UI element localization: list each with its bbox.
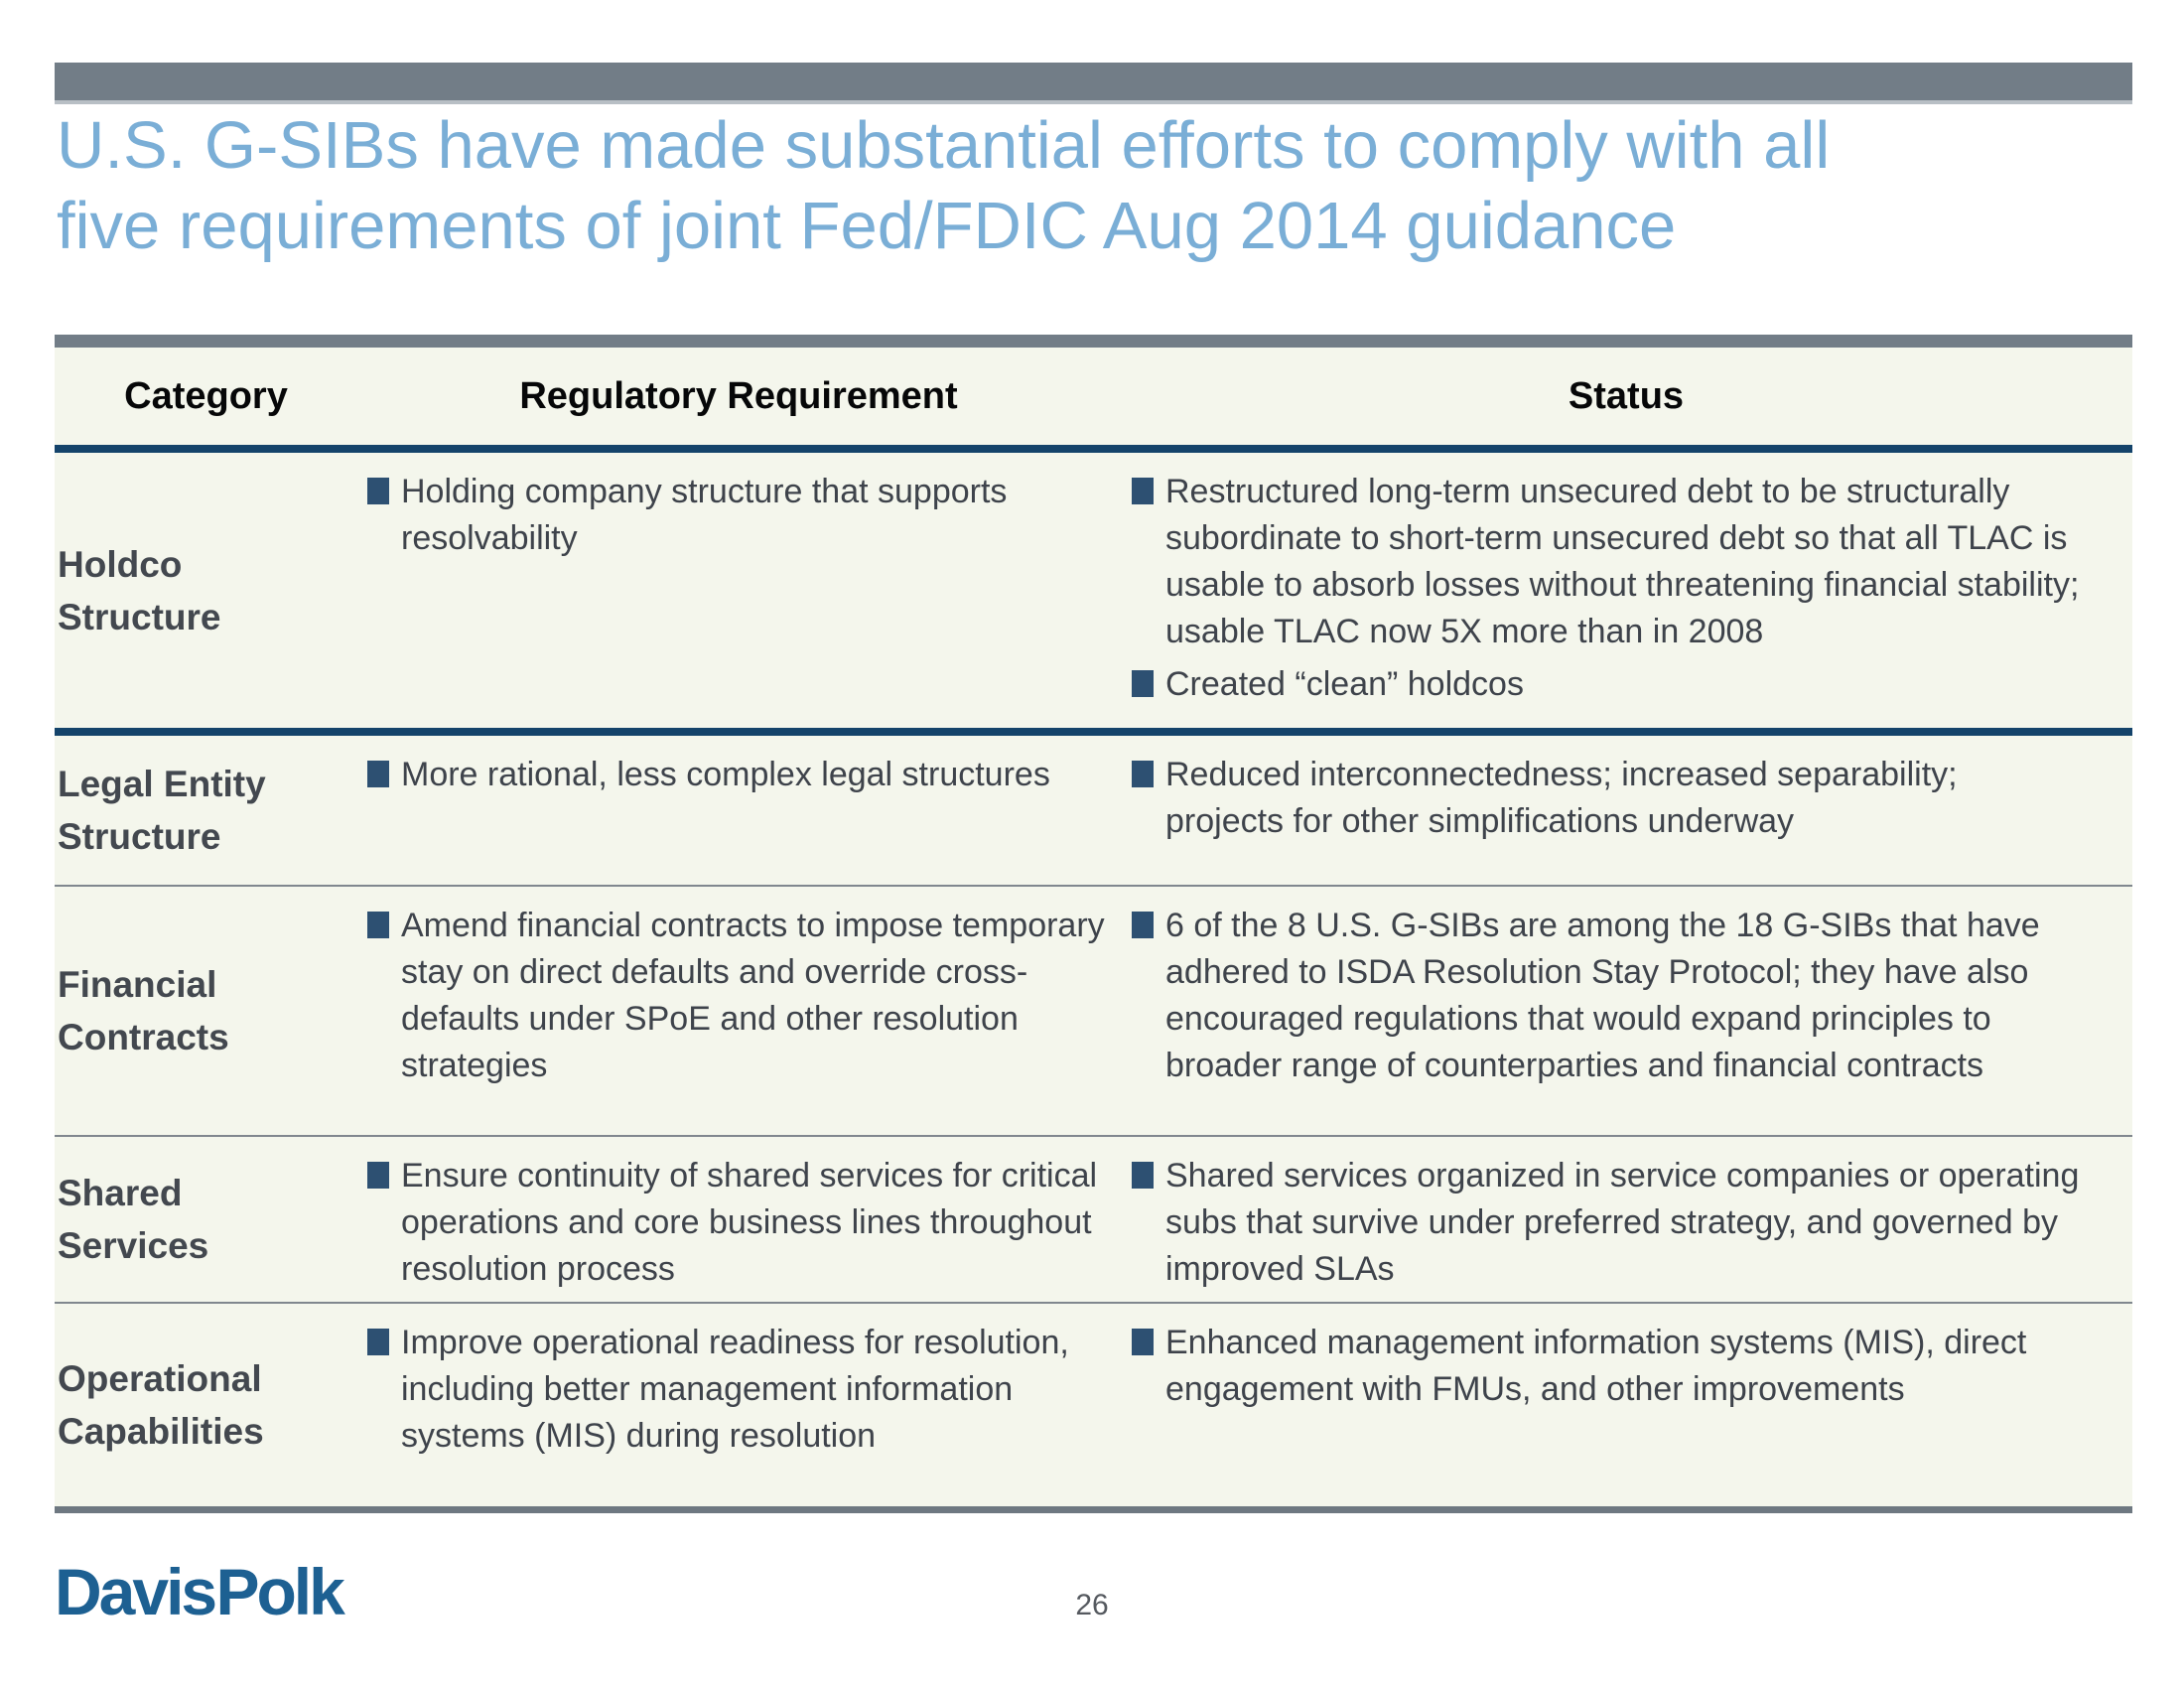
list-item: Amend financial contracts to impose temp… — [367, 903, 1106, 1089]
list-item: Improve operational readiness for resolu… — [367, 1320, 1106, 1460]
category-cell: Shared Services — [55, 1137, 357, 1302]
status-text: Created “clean” holdcos — [1165, 665, 1524, 703]
category-label: Shared Services — [58, 1173, 209, 1266]
list-item: Holding company structure that supports … — [367, 469, 1106, 562]
requirement-text: More rational, less complex legal struct… — [401, 756, 1050, 793]
table-row: Holdco Structure Holding company structu… — [55, 453, 2132, 736]
category-cell: Operational Capabilities — [55, 1304, 357, 1506]
category-label: Holdco Structure — [58, 543, 221, 637]
compliance-table: Category Regulatory Requirement Status H… — [55, 335, 2132, 1513]
category-label: Financial Contracts — [58, 964, 229, 1057]
status-text: Reduced interconnectedness; increased se… — [1165, 756, 1958, 840]
table-row: Shared Services Ensure continuity of sha… — [55, 1137, 2132, 1304]
bullet-square-icon — [1132, 1329, 1154, 1355]
list-item: Reduced interconnectedness; increased se… — [1132, 752, 2084, 845]
status-cell: Shared services organized in service com… — [1120, 1137, 2132, 1302]
status-text: Shared services organized in service com… — [1165, 1157, 2080, 1288]
bullet-square-icon — [1132, 670, 1154, 697]
table-row: Financial Contracts Amend financial cont… — [55, 887, 2132, 1137]
requirement-text: Ensure continuity of shared services for… — [401, 1157, 1098, 1288]
requirement-text: Holding company structure that supports … — [401, 473, 1008, 557]
requirement-cell: More rational, less complex legal struct… — [357, 736, 1120, 885]
status-text: Enhanced management information systems … — [1165, 1324, 2027, 1408]
status-cell: Reduced interconnectedness; increased se… — [1120, 736, 2132, 885]
list-item: 6 of the 8 U.S. G-SIBs are among the 18 … — [1132, 903, 2084, 1089]
column-header-category: Category — [124, 374, 288, 417]
category-cell: Holdco Structure — [55, 453, 357, 728]
slide-title-line1: U.S. G-SIBs have made substantial effort… — [57, 108, 1831, 183]
slide-title-line2: five requirements of joint Fed/FDIC Aug … — [57, 189, 1677, 263]
requirement-text: Improve operational readiness for resolu… — [401, 1324, 1069, 1455]
table-row: Operational Capabilities Improve operati… — [55, 1304, 2132, 1506]
requirement-text: Amend financial contracts to impose temp… — [401, 907, 1105, 1084]
slide-title: U.S. G-SIBs have made substantial effort… — [57, 105, 2141, 266]
requirement-cell: Ensure continuity of shared services for… — [357, 1137, 1120, 1302]
davis-polk-logo: Davis Polk — [55, 1555, 345, 1628]
status-text: 6 of the 8 U.S. G-SIBs are among the 18 … — [1165, 907, 2040, 1084]
bullet-square-icon — [1132, 478, 1154, 504]
column-header-regulatory-requirement: Regulatory Requirement — [519, 374, 958, 417]
bullet-square-icon — [1132, 912, 1154, 938]
list-item: More rational, less complex legal struct… — [367, 752, 1106, 798]
list-item: Restructured long-term unsecured debt to… — [1132, 469, 2084, 655]
category-label: Operational Capabilities — [58, 1358, 264, 1452]
status-cell: Restructured long-term unsecured debt to… — [1120, 453, 2132, 728]
category-cell: Financial Contracts — [55, 887, 357, 1135]
list-item: Ensure continuity of shared services for… — [367, 1153, 1106, 1293]
list-item: Enhanced management information systems … — [1132, 1320, 2084, 1413]
bullet-square-icon — [1132, 761, 1154, 787]
category-cell: Legal Entity Structure — [55, 736, 357, 885]
bullet-square-icon — [1132, 1162, 1154, 1189]
bullet-square-icon — [367, 761, 389, 787]
bullet-square-icon — [367, 1162, 389, 1189]
requirement-cell: Amend financial contracts to impose temp… — [357, 887, 1120, 1135]
top-accent-bar — [55, 63, 2132, 100]
column-header-status: Status — [1568, 374, 1685, 417]
bullet-square-icon — [367, 1329, 389, 1355]
top-accent-bar-shadow — [55, 100, 2132, 104]
category-label: Legal Entity Structure — [58, 764, 266, 857]
list-item: Shared services organized in service com… — [1132, 1153, 2084, 1293]
status-cell: Enhanced management information systems … — [1120, 1304, 2132, 1506]
page-number: 26 — [1075, 1589, 1109, 1621]
table-header-row: Category Regulatory Requirement Status — [55, 348, 2132, 453]
bullet-square-icon — [367, 912, 389, 938]
status-text: Restructured long-term unsecured debt to… — [1165, 473, 2080, 650]
table-row: Legal Entity Structure More rational, le… — [55, 736, 2132, 887]
status-cell: 6 of the 8 U.S. G-SIBs are among the 18 … — [1120, 887, 2132, 1135]
requirement-cell: Improve operational readiness for resolu… — [357, 1304, 1120, 1506]
bullet-square-icon — [367, 478, 389, 504]
requirement-cell: Holding company structure that supports … — [357, 453, 1120, 728]
list-item: Created “clean” holdcos — [1132, 661, 2084, 708]
